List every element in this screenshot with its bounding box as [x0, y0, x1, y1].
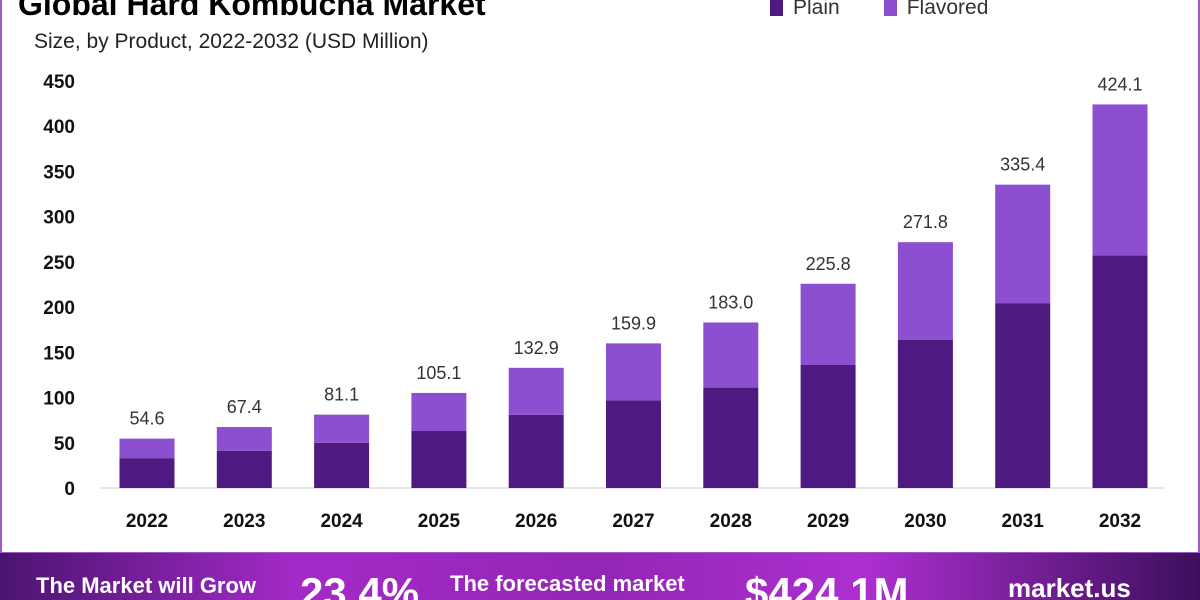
bar-flavored-2024 — [314, 414, 370, 443]
y-tick-label: 350 — [43, 162, 75, 183]
bar-flavored-2028 — [703, 322, 759, 388]
x-tick-label: 2032 — [1099, 511, 1141, 532]
bar-plain-2028 — [703, 387, 759, 488]
bar-plain-2024 — [314, 442, 370, 488]
data-label-2024: 81.1 — [324, 385, 359, 405]
data-label-2026: 132.9 — [514, 338, 559, 358]
x-tick-label: 2027 — [612, 511, 654, 532]
chart-subtitle: Size, by Product, 2022-2032 (USD Million… — [34, 30, 429, 53]
x-tick-label: 2031 — [1002, 511, 1045, 532]
bar-flavored-2023 — [216, 427, 272, 451]
bar-flavored-2027 — [606, 343, 661, 401]
bar-plain-2031 — [995, 303, 1051, 488]
data-label-2030: 271.8 — [903, 212, 948, 232]
legend-item-flavored: Flavored — [883, 0, 988, 20]
banner-forecast-value: $424.1M — [745, 569, 909, 600]
legend-item-plain: Plain — [770, 0, 840, 20]
x-tick-label: 2024 — [320, 511, 363, 532]
bar-flavored-2031 — [995, 184, 1051, 304]
bar-chart: 0 50 100 150 200 250 300 350 400 450 54.6 2022 67.4 2… — [43, 72, 1165, 532]
legend-swatch-flavored — [883, 0, 897, 16]
data-label-2028: 183.0 — [708, 292, 753, 312]
y-tick-label: 150 — [43, 343, 75, 364]
bar-plain-2027 — [606, 400, 661, 488]
data-label-2029: 225.8 — [806, 254, 851, 274]
y-tick-label: 250 — [43, 253, 75, 274]
bar-plain-2026 — [508, 414, 564, 488]
footer-banner: The Market will Grow 23.4% The forecaste… — [0, 553, 1200, 600]
y-tick-label: 100 — [43, 389, 75, 410]
banner-grow-text: The Market will Grow — [36, 573, 257, 598]
bar-flavored-2025 — [411, 392, 467, 432]
bar-plain-2032 — [1092, 255, 1148, 488]
data-label-2027: 159.9 — [611, 313, 656, 333]
x-tick-label: 2030 — [904, 511, 946, 532]
data-label-2022: 54.6 — [129, 409, 164, 429]
legend-swatch-plain — [770, 0, 783, 16]
bar-plain-2025 — [411, 431, 467, 488]
bar-flavored-2029 — [800, 283, 856, 365]
bar-plain-2029 — [800, 364, 856, 488]
x-tick-label: 2022 — [126, 511, 168, 532]
banner-cagr: 23.4% — [300, 569, 420, 600]
bar-flavored-2030 — [897, 242, 953, 340]
y-tick-label: 400 — [43, 117, 75, 138]
bar-plain-2023 — [216, 450, 272, 488]
y-tick-label: 300 — [43, 208, 75, 229]
x-tick-label: 2025 — [418, 511, 461, 532]
bar-flavored-2022 — [119, 438, 175, 459]
data-label-2023: 67.4 — [227, 397, 262, 417]
y-tick-label: 200 — [43, 298, 75, 319]
bar-plain-2022 — [119, 458, 175, 488]
banner-brand: market.us — [1008, 573, 1131, 600]
banner-forecast-text: The forecasted market — [450, 571, 685, 596]
bar-plain-2030 — [897, 339, 953, 488]
data-label-2025: 105.1 — [416, 363, 461, 383]
x-tick-label: 2028 — [710, 511, 752, 532]
x-tick-label: 2023 — [223, 511, 265, 532]
y-tick-label: 0 — [64, 479, 75, 500]
chart-title: Global Hard Kombucha Market — [18, 0, 486, 22]
data-label-2032: 424.1 — [1097, 74, 1142, 94]
data-label-2031: 335.4 — [1000, 155, 1045, 175]
legend: Plain Flavored — [770, 0, 988, 20]
bar-flavored-2032 — [1092, 104, 1148, 256]
x-tick-label: 2026 — [515, 511, 557, 532]
x-tick-label: 2029 — [807, 511, 849, 532]
bar-flavored-2026 — [508, 367, 564, 415]
y-tick-label: 50 — [54, 434, 75, 455]
y-tick-label: 450 — [43, 72, 75, 93]
